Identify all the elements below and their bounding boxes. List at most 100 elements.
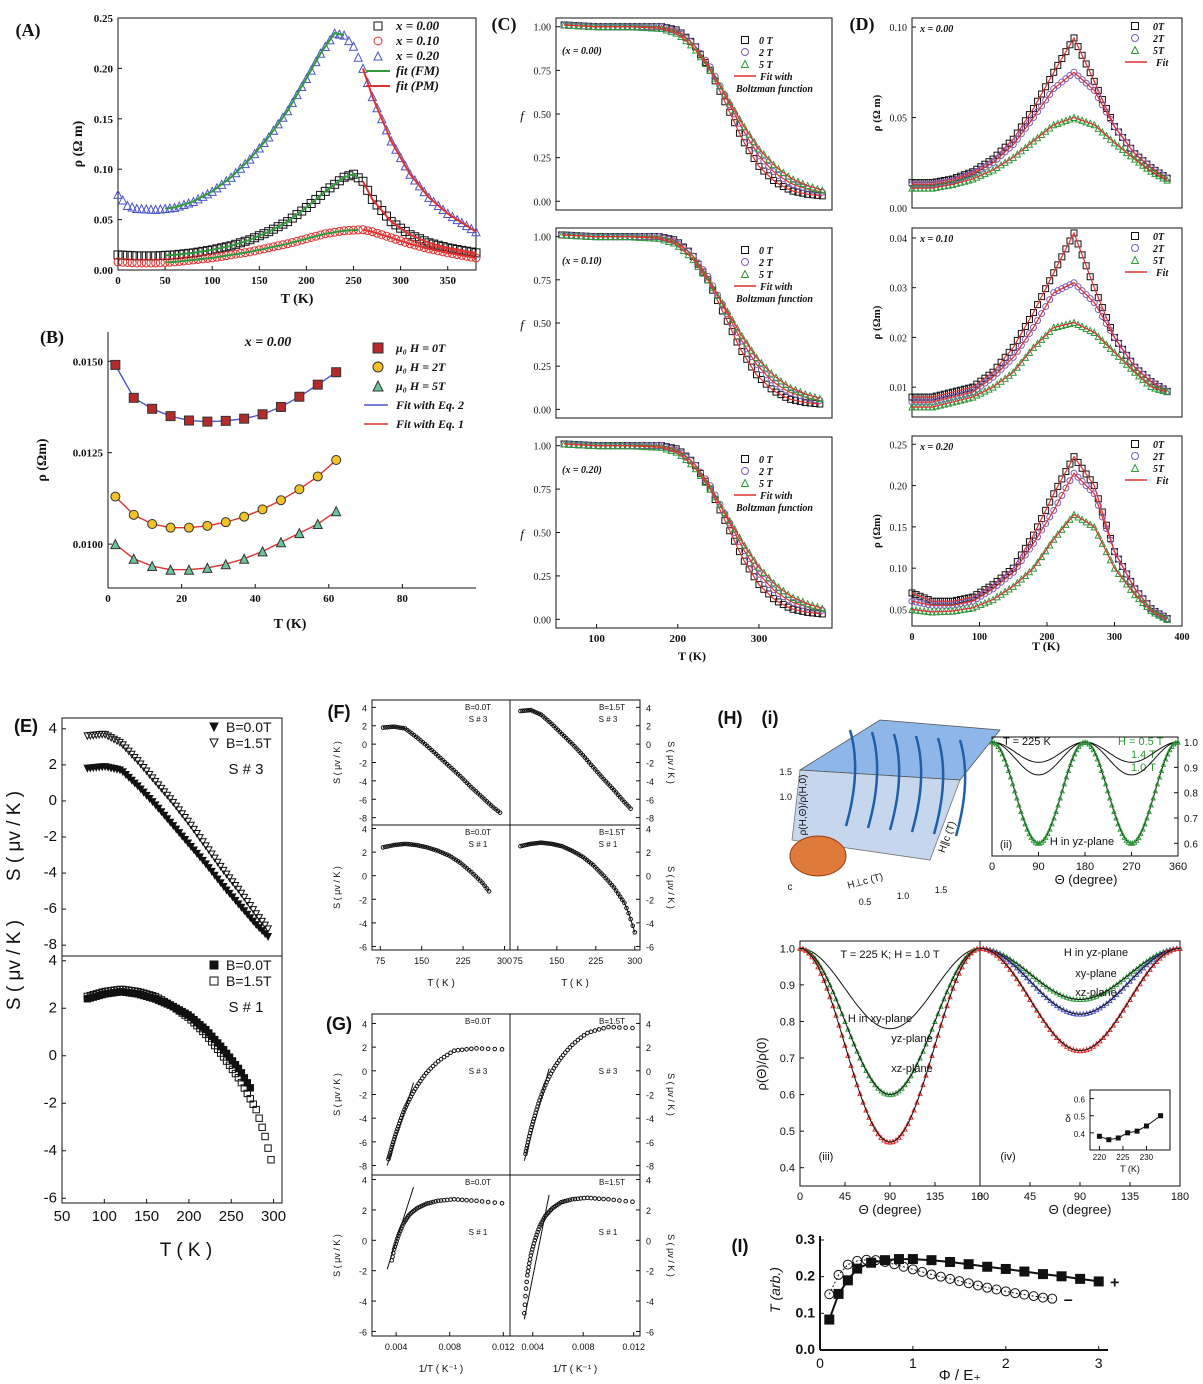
data-point [499, 1046, 505, 1052]
x-tick-label: 250 [345, 275, 362, 287]
data-point [1049, 820, 1055, 827]
y-tick-label: 0.9 [780, 980, 795, 992]
y-tick-label: 2 [646, 1043, 651, 1053]
panel-label-ii: (ii) [1000, 839, 1012, 851]
x-axis-title: T (K) [1032, 639, 1060, 653]
x-tick-label: 90 [1074, 1191, 1086, 1203]
data-point [1050, 289, 1058, 297]
legend-marker [373, 21, 383, 31]
fit-line [389, 726, 501, 814]
x-tick-label: 0.008 [572, 1342, 595, 1352]
data-point [993, 369, 1001, 377]
y-tick-label: -2 [646, 1091, 654, 1101]
panel-label-b: (B) [40, 327, 64, 348]
data-point [1086, 83, 1094, 91]
data-point [382, 725, 388, 730]
data-point [694, 262, 702, 270]
data-point [789, 187, 797, 195]
data-point [438, 849, 443, 855]
data-point [1003, 962, 1010, 968]
data-point [151, 258, 161, 268]
data-point [1062, 245, 1070, 253]
data-point [794, 182, 802, 190]
data-point [1017, 329, 1025, 337]
inset-y-title: δ [1065, 1114, 1071, 1125]
data-point [1037, 335, 1046, 343]
data-point [938, 1003, 944, 1009]
x-axis-title: T (K) [678, 649, 706, 663]
data-point [363, 185, 373, 195]
legend-label: H = 0.5 T [1118, 736, 1164, 748]
data-point [968, 949, 974, 956]
data-point [1098, 513, 1106, 521]
y-axis-title: S ( μv / K ) [666, 741, 676, 784]
data-point [596, 1196, 602, 1201]
x-tick-label: 150 [134, 1208, 159, 1225]
data-point [367, 194, 377, 204]
data-point [1110, 994, 1117, 1001]
data-point [617, 1025, 622, 1030]
data-point [430, 1063, 436, 1069]
x-axis-title: T (K) [274, 617, 307, 632]
data-point [848, 1062, 854, 1068]
data-point [1027, 978, 1033, 984]
data-point [1130, 590, 1139, 599]
data-point [989, 368, 997, 376]
data-point [113, 257, 123, 267]
data-point [889, 1259, 900, 1270]
data-point [944, 988, 950, 995]
data-point [438, 1056, 444, 1062]
data-point [382, 211, 391, 221]
data-point [1009, 568, 1017, 576]
data-point [263, 131, 274, 142]
data-point [312, 379, 323, 390]
data-point [216, 862, 225, 871]
data-point [444, 1052, 450, 1058]
data-point [630, 923, 636, 929]
data-point [264, 227, 274, 237]
x-tick-label: 200 [1040, 632, 1055, 643]
data-point [1074, 320, 1082, 328]
data-point [257, 504, 268, 515]
data-point [784, 172, 792, 180]
data-point [474, 1198, 479, 1204]
data-point [852, 1263, 863, 1274]
data-point [1106, 344, 1115, 352]
data-point [1058, 253, 1066, 261]
legend-marker [372, 361, 384, 373]
data-point [1070, 229, 1078, 237]
legend-label: 0 T [759, 455, 774, 466]
chart-b: 0 20 40 60 80 0.0100 0.0125 0.0150 T (K) ρ (Ωm) (B… [35, 327, 476, 632]
y-tick-label: 0 [646, 872, 651, 882]
sample-label: S # 3 [469, 715, 488, 724]
x-tick-label: 150 [251, 275, 268, 287]
data-point [1137, 967, 1143, 974]
data-point [1106, 794, 1113, 801]
surface-ridge [932, 737, 945, 835]
data-point [1070, 68, 1078, 76]
y-tick-label: 0.5 [1074, 1113, 1086, 1122]
data-point [524, 1279, 529, 1285]
data-point [235, 163, 246, 173]
data-point [257, 409, 268, 420]
data-point [787, 395, 795, 403]
data-point [1000, 1286, 1011, 1297]
y-tick-label: -4 [646, 777, 654, 787]
y-tick-label: 1.00 [534, 442, 552, 453]
data-point [929, 1052, 935, 1058]
data-point [479, 1046, 485, 1051]
data-point [1092, 750, 1099, 757]
data-point [880, 1257, 891, 1267]
data-point [213, 875, 222, 884]
y-tick-label: -4 [44, 1142, 57, 1159]
data-point [767, 368, 775, 377]
data-point [1119, 830, 1126, 837]
data-point [1030, 114, 1037, 122]
y-tick-label: 4 [362, 1176, 367, 1186]
data-point [207, 867, 216, 876]
data-point [1033, 976, 1040, 982]
data-point [1098, 508, 1106, 516]
data-point [1038, 293, 1046, 301]
data-point [1150, 794, 1157, 801]
data-point [860, 1061, 866, 1067]
